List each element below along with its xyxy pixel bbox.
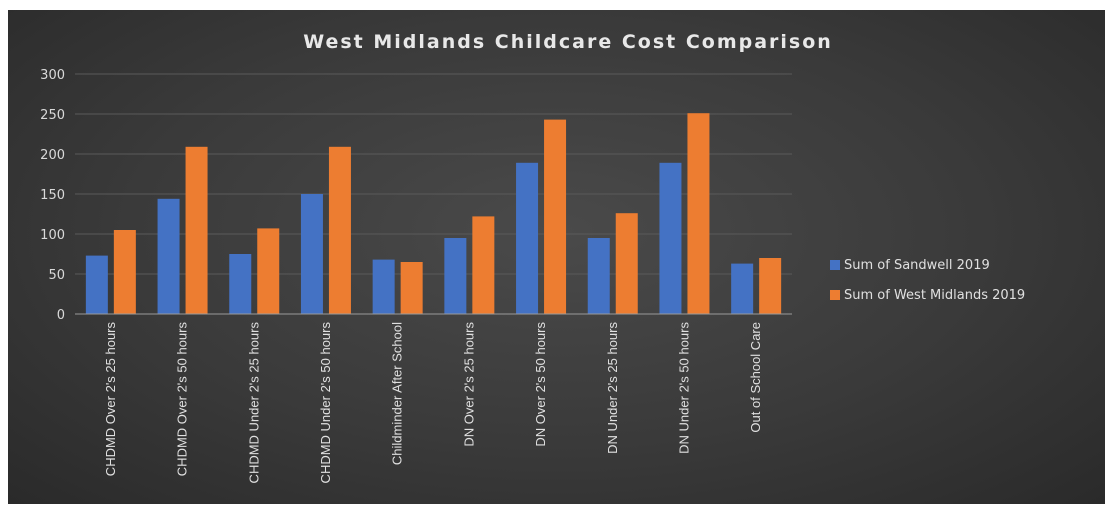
bar-series-0 [85, 255, 108, 314]
bar-series-0 [300, 194, 323, 314]
bar-series-1 [687, 113, 710, 314]
x-category-label: CHDMD Over 2's 25 hours [103, 322, 118, 477]
x-category-label: Childminder After School [390, 322, 405, 465]
chart-svg: West Midlands Childcare Cost Comparison … [40, 31, 1025, 484]
y-tick-label: 100 [40, 228, 65, 243]
bar-series-1 [544, 119, 567, 314]
y-axis-ticks: 0 50 100 150 200 250 300 [40, 68, 65, 323]
legend: Sum of Sandwell 2019 Sum of West Midlands… [830, 258, 1025, 303]
x-category-label: CHDMD Under 2's 50 hours [318, 322, 333, 484]
bar-series-0 [659, 162, 682, 314]
bar-series-0 [731, 263, 754, 314]
bar-series-0 [444, 238, 467, 314]
x-category-label: Out of School Care [748, 322, 763, 433]
chart-title: West Midlands Childcare Cost Comparison [303, 31, 833, 53]
bar-series-1 [759, 258, 782, 314]
x-axis-categories: CHDMD Over 2's 25 hours CHDMD Over 2's 50… [103, 322, 763, 484]
x-category-label: DN Under 2's 50 hours [676, 322, 691, 454]
bar-series-1 [400, 262, 423, 314]
y-tick-label: 0 [57, 308, 65, 323]
x-category-label: CHDMD Over 2's 50 hours [175, 322, 190, 477]
bar-series-1 [185, 146, 208, 314]
bar-series-0 [587, 238, 610, 314]
x-category-label: DN Over 2's 25 hours [461, 322, 476, 447]
legend-swatch [830, 290, 840, 300]
gridlines [75, 73, 792, 275]
y-tick-label: 50 [48, 268, 65, 283]
bar-series-1 [257, 228, 280, 314]
y-tick-label: 250 [40, 108, 65, 123]
chart-frame: West Midlands Childcare Cost Comparison … [8, 10, 1105, 504]
bar-series-0 [229, 254, 252, 314]
legend-label: Sum of West Midlands 2019 [844, 288, 1025, 303]
bar-series-0 [157, 198, 180, 314]
bar-series-0 [516, 162, 539, 314]
legend-label: Sum of Sandwell 2019 [844, 258, 990, 273]
bar-series-0 [372, 259, 395, 314]
bar-series-1 [472, 216, 495, 314]
y-tick-label: 200 [40, 148, 65, 163]
bar-series-1 [113, 230, 136, 314]
y-tick-label: 300 [40, 68, 65, 83]
x-category-label: DN Over 2's 50 hours [533, 322, 548, 447]
legend-swatch [830, 260, 840, 270]
bar-series-1 [615, 213, 638, 314]
y-tick-label: 150 [40, 188, 65, 203]
bars [85, 113, 782, 314]
bar-series-1 [328, 146, 351, 314]
x-category-label: CHDMD Under 2's 25 hours [246, 322, 261, 484]
x-category-label: DN Under 2's 25 hours [605, 322, 620, 454]
